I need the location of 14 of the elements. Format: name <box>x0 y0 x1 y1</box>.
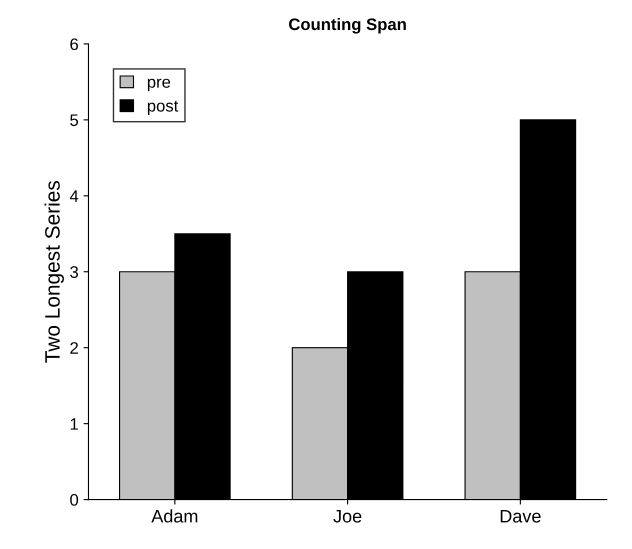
y-axis-title: Two Longest Series <box>44 181 64 363</box>
x-tick-label: Joe <box>333 510 362 523</box>
legend-label: post <box>148 100 178 115</box>
chart-title: Counting Span <box>289 18 406 34</box>
legend-label: pre <box>148 78 170 92</box>
y-tick-label: 4 <box>70 190 78 202</box>
y-tick-label: 3 <box>70 266 78 278</box>
y-tick-label: 2 <box>70 342 78 354</box>
y-tick-label: 5 <box>70 114 78 126</box>
x-tick-label: Adam <box>151 509 198 523</box>
y-tick-label: 6 <box>70 38 78 50</box>
x-tick-label: Dave <box>500 510 541 523</box>
y-tick-label: 1 <box>70 418 78 430</box>
y-tick-label: 0 <box>70 494 78 506</box>
